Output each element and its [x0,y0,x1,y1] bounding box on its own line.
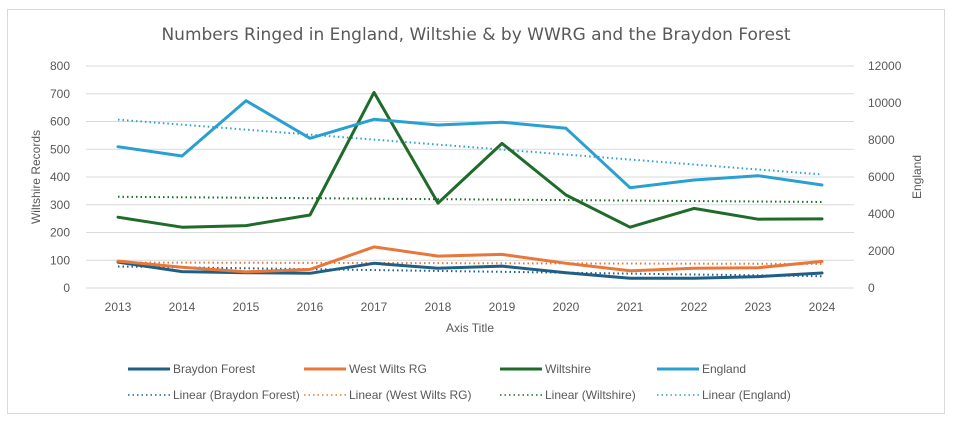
x-axis-ticks: 2013 2014 2015 2016 2017 2018 2019 2020 2021 2022… [105,300,836,314]
x-tick-label: 2015 [233,300,260,314]
legend-trend-label: Linear (West Wilts RG) [349,388,471,402]
y-tick-label-left: 800 [50,59,70,73]
y-tick-label-left: 200 [50,226,70,240]
chart-title: Numbers Ringed in England, Wiltshie & by… [161,25,790,45]
x-tick-label: 2016 [297,300,324,314]
y-tick-label-right: 10000 [868,96,902,110]
y-tick-label-left: 700 [50,87,70,101]
x-axis-title: Axis Title [446,321,494,335]
y-tick-label-right: 8000 [868,133,895,147]
y-axis-right-ticks: 0 2000 4000 6000 8000 10000 12000 [868,59,902,295]
y-tick-label-right: 0 [868,281,875,295]
y-tick-label-right: 6000 [868,170,895,184]
legend-trend-label: Linear (Braydon Forest) [173,388,300,402]
legend-label: England [702,362,746,376]
x-tick-label: 2022 [681,300,708,314]
y-tick-label-right: 12000 [868,59,902,73]
x-tick-label: 2019 [489,300,516,314]
x-tick-label: 2024 [809,300,836,314]
series-lines [116,90,824,280]
trendlines [117,118,823,278]
legend-label: Wiltshire [545,362,591,376]
y-axis-left-ticks: 0 100 200 300 400 500 600 700 800 [50,59,70,295]
chart-frame [7,9,945,414]
legend-label: West Wilts RG [349,362,427,376]
x-tick-label: 2013 [105,300,132,314]
legend-label: Braydon Forest [173,362,256,376]
trendline-braydon-forest [117,265,823,278]
y-tick-label-right: 2000 [868,244,895,258]
y-tick-label-right: 4000 [868,207,895,221]
y-tick-label-left: 0 [63,281,70,295]
y-axis-right-title: England [910,155,924,199]
x-tick-label: 2023 [745,300,772,314]
y-tick-label-left: 400 [50,170,70,184]
legend: Braydon Forest West Wilts RG Wiltshire Engl… [128,362,791,402]
y-tick-label-left: 100 [50,253,70,267]
x-tick-label: 2018 [425,300,452,314]
series-line-west-wilts-rg [116,245,824,274]
x-tick-label: 2017 [361,300,388,314]
y-tick-label-left: 300 [50,198,70,212]
x-tick-label: 2020 [553,300,580,314]
y-tick-label-left: 500 [50,142,70,156]
trendline-wiltshire [117,195,823,203]
legend-trend-label: Linear (Wiltshire) [545,388,636,402]
x-tick-label: 2021 [617,300,644,314]
trendline-west-wilts-rg [117,261,823,265]
trendline-england [117,118,823,176]
series-line-england [116,99,824,190]
legend-trend-label: Linear (England) [702,388,791,402]
x-tick-label: 2014 [169,300,196,314]
series-line-wiltshire [116,90,824,229]
y-tick-label-left: 600 [50,115,70,129]
y-axis-left-title: Wiltshire Records [29,130,43,224]
